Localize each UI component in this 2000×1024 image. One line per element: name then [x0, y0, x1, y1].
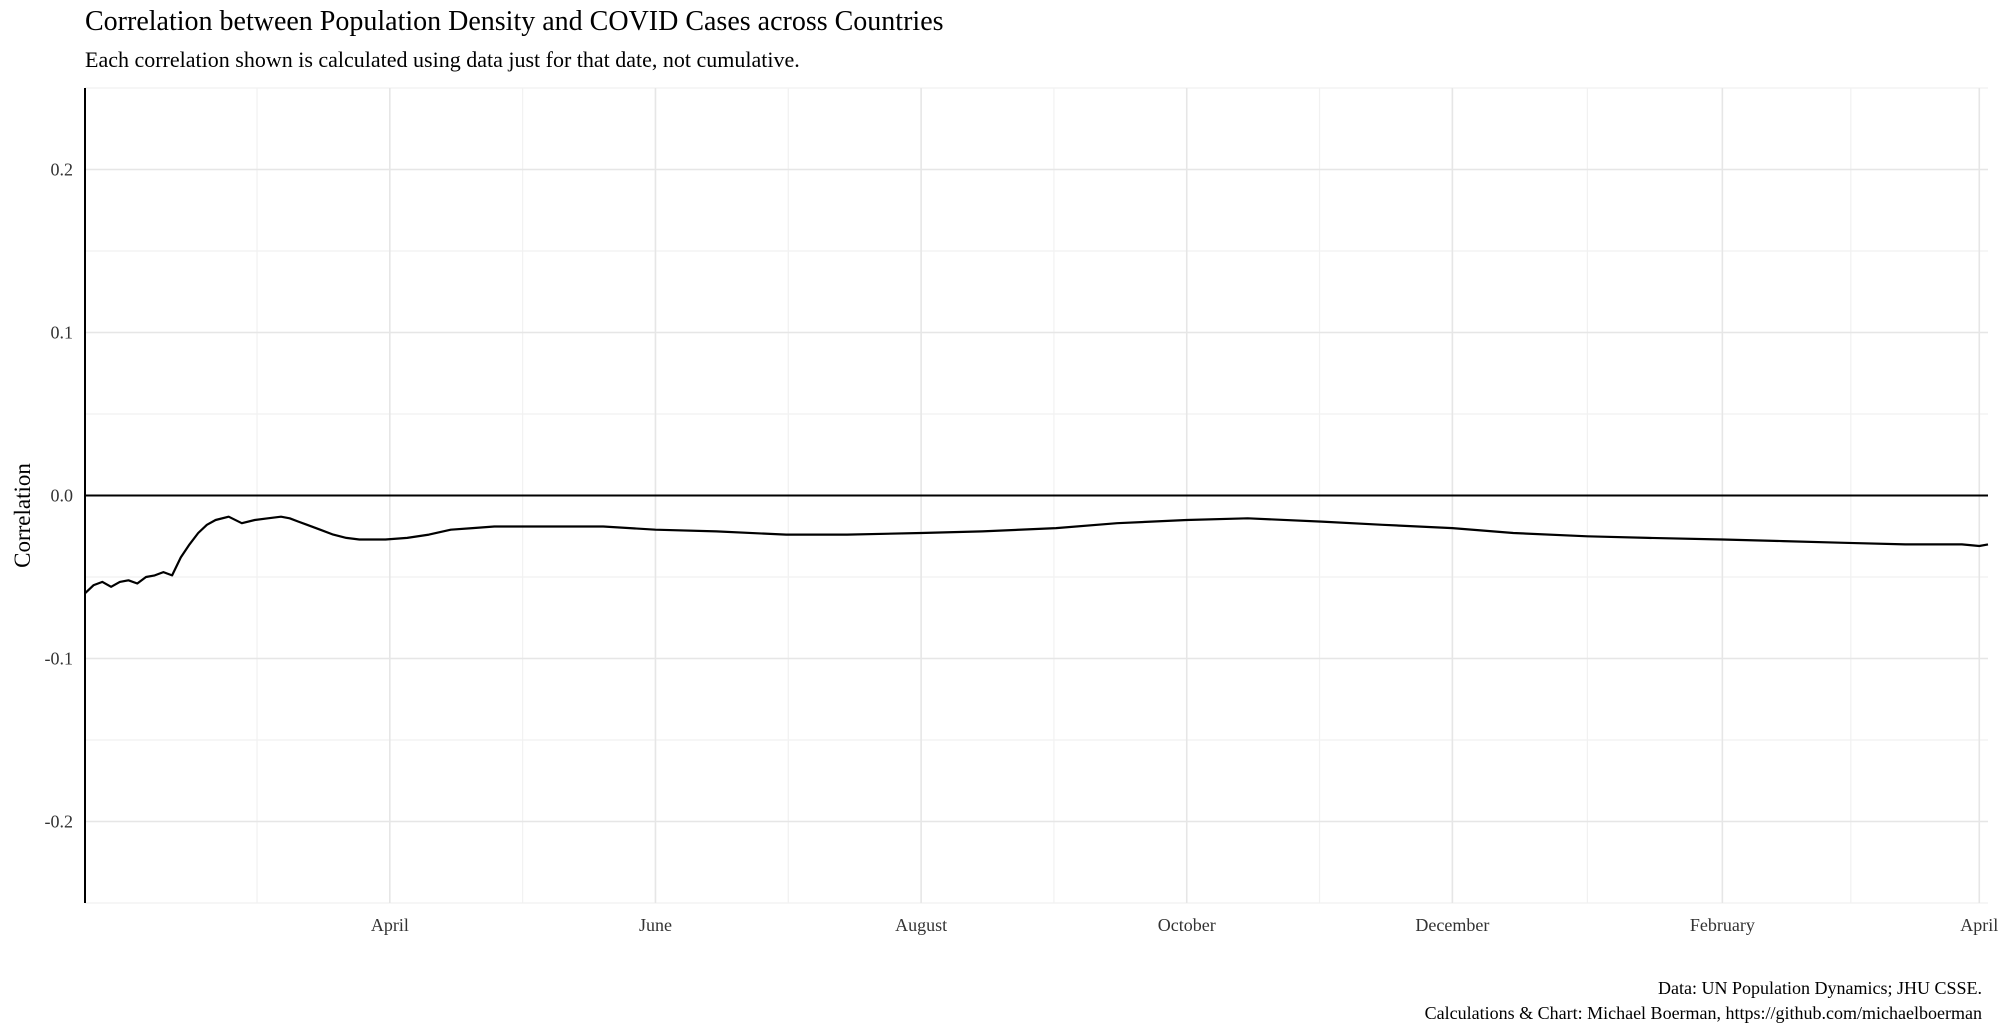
y-axis-title: Correlation — [10, 463, 35, 568]
x-tick-label: December — [1415, 915, 1489, 935]
x-tick-label: February — [1690, 915, 1755, 935]
x-tick-label: April — [1960, 915, 1998, 935]
x-tick-label: June — [639, 915, 672, 935]
y-tick-label: 0.1 — [51, 323, 74, 343]
y-tick-label: -0.2 — [45, 812, 74, 832]
line-chart: 0.2 0.1 0.0 -0.1 -0.2 April June August October… — [10, 87, 1998, 935]
y-tick-label: -0.1 — [45, 649, 74, 669]
y-tick-label: 0.0 — [51, 486, 74, 506]
correlation-series-line — [84, 515, 1989, 595]
chart-title: Correlation between Population Density a… — [85, 6, 944, 37]
x-tick-labels: April June August October December February Ap… — [371, 915, 1998, 935]
y-tick-label: 0.2 — [51, 160, 74, 180]
caption-data-source: Data: UN Population Dynamics; JHU CSSE. — [1658, 978, 1982, 998]
chart-subtitle: Each correlation shown is calculated usi… — [85, 47, 800, 72]
caption-credits: Calculations & Chart: Michael Boerman, h… — [1424, 1003, 1982, 1023]
x-tick-label: October — [1158, 915, 1216, 935]
x-tick-label: August — [895, 915, 947, 935]
x-tick-label: April — [371, 915, 409, 935]
y-tick-labels: 0.2 0.1 0.0 -0.1 -0.2 — [45, 160, 74, 832]
